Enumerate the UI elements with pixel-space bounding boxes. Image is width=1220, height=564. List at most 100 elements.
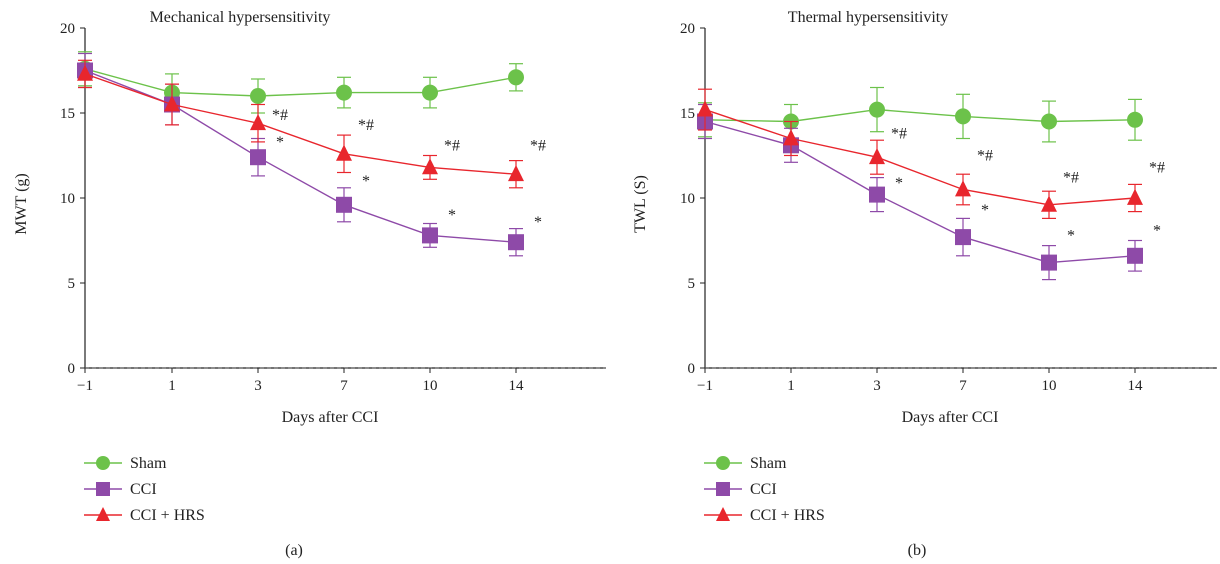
y-tick-label: 10 (680, 191, 695, 207)
x-axis-label: Days after CCI (282, 409, 379, 426)
data-point (869, 148, 885, 165)
data-point (250, 114, 266, 131)
significance-mark: * (448, 207, 456, 224)
significance-mark: * (1153, 222, 1161, 239)
significance-mark: *# (358, 117, 374, 134)
x-axis-label: Days after CCI (902, 409, 999, 426)
data-point (250, 149, 266, 166)
chart-panel-b: Thermal hypersensitivity 0 5 10 15 20 −1 1 3 7 10 1… (632, 9, 1217, 559)
series-sham (697, 86, 1143, 143)
data-point (1041, 254, 1057, 271)
significance-mark: * (276, 134, 284, 151)
x-tick-label: −1 (697, 378, 713, 394)
x-tick-label: −1 (77, 378, 93, 394)
legend-marker (96, 506, 110, 522)
y-tick-label: 0 (688, 361, 696, 377)
significance-mark: * (534, 214, 542, 231)
legend-label: Sham (750, 455, 787, 472)
data-point (955, 108, 971, 125)
x-tick-label: 14 (1128, 378, 1144, 394)
x-tick-label: 1 (787, 378, 795, 394)
x-tick-label: 14 (509, 378, 525, 394)
series-cci-hrs (77, 59, 524, 189)
legend-label: CCI (750, 481, 777, 498)
chart-title: Mechanical hypersensitivity (150, 9, 331, 26)
data-point (422, 227, 438, 244)
significance-mark: *# (444, 137, 460, 154)
x-tick-label: 7 (959, 378, 967, 394)
legend-label: Sham (130, 455, 167, 472)
data-point (336, 144, 352, 161)
y-tick-label: 10 (60, 191, 75, 207)
panel-label: (a) (285, 542, 303, 559)
legend-entry-cci-hrs: CCI + HRS (84, 506, 205, 524)
chart-panel-a: Mechanical hypersensitivity 0 5 10 15 20 −1 1 3 7… (13, 9, 606, 559)
legend-entry-sham: Sham (84, 455, 167, 472)
legend-label: CCI + HRS (750, 507, 825, 524)
x-tick-label: 10 (423, 378, 438, 394)
data-point (422, 158, 438, 175)
significance-mark: *# (1063, 170, 1079, 187)
series-line-cci (704, 120, 1136, 264)
data-point (1041, 113, 1057, 130)
data-point (697, 100, 713, 117)
series-line-sham (84, 68, 517, 97)
series-cci-hrs (697, 88, 1143, 219)
data-point (783, 129, 799, 146)
significance-mark: *# (891, 126, 907, 143)
significance-mark: * (362, 173, 370, 190)
legend-label: CCI + HRS (130, 507, 205, 524)
significance-mark: *# (977, 148, 993, 165)
y-axis-label: MWT (g) (13, 173, 30, 234)
x-tick-label: 3 (873, 378, 881, 394)
panel-label: (b) (908, 542, 927, 559)
data-point (955, 229, 971, 246)
significance-mark: *# (1149, 160, 1165, 177)
series-sham (77, 51, 524, 114)
significance-mark: *# (530, 137, 546, 154)
data-point (1041, 195, 1057, 212)
series-cci (697, 103, 1143, 281)
series-line-cci-hrs (84, 73, 517, 175)
x-tick-label: 10 (1042, 378, 1057, 394)
y-axis-label: TWL (S) (632, 175, 649, 233)
legend-entry-cci: CCI (84, 481, 157, 498)
series-line-cci-hrs (704, 108, 1136, 206)
y-tick-label: 0 (68, 361, 76, 377)
significance-mark: * (981, 202, 989, 219)
data-point (869, 186, 885, 203)
y-tick-label: 15 (60, 106, 75, 122)
data-point (164, 95, 180, 112)
data-point (508, 165, 524, 182)
series-line-sham (704, 108, 1136, 123)
data-point (336, 196, 352, 213)
data-point (508, 234, 524, 251)
data-point (422, 84, 438, 101)
legend-marker (716, 506, 730, 522)
chart-title: Thermal hypersensitivity (788, 9, 948, 26)
legend-marker (716, 456, 730, 470)
y-tick-label: 20 (680, 21, 695, 37)
y-tick-label: 20 (60, 21, 75, 37)
legend-entry-cci-hrs: CCI + HRS (704, 506, 825, 524)
data-point (508, 69, 524, 86)
data-point (1127, 188, 1143, 205)
legend-entry-cci: CCI (704, 481, 777, 498)
series-cci (77, 52, 524, 257)
significance-mark: *# (272, 107, 288, 124)
x-tick-label: 3 (254, 378, 262, 394)
x-tick-label: 7 (340, 378, 348, 394)
legend-marker (96, 482, 110, 496)
legend-label: CCI (130, 481, 157, 498)
legend-marker (716, 482, 730, 496)
data-point (955, 180, 971, 197)
y-tick-label: 5 (688, 276, 696, 292)
significance-mark: * (895, 175, 903, 192)
data-point (1127, 247, 1143, 264)
x-tick-label: 1 (168, 378, 176, 394)
significance-mark: * (1067, 228, 1075, 245)
data-point (336, 84, 352, 101)
data-point (77, 64, 93, 81)
data-point (869, 101, 885, 118)
